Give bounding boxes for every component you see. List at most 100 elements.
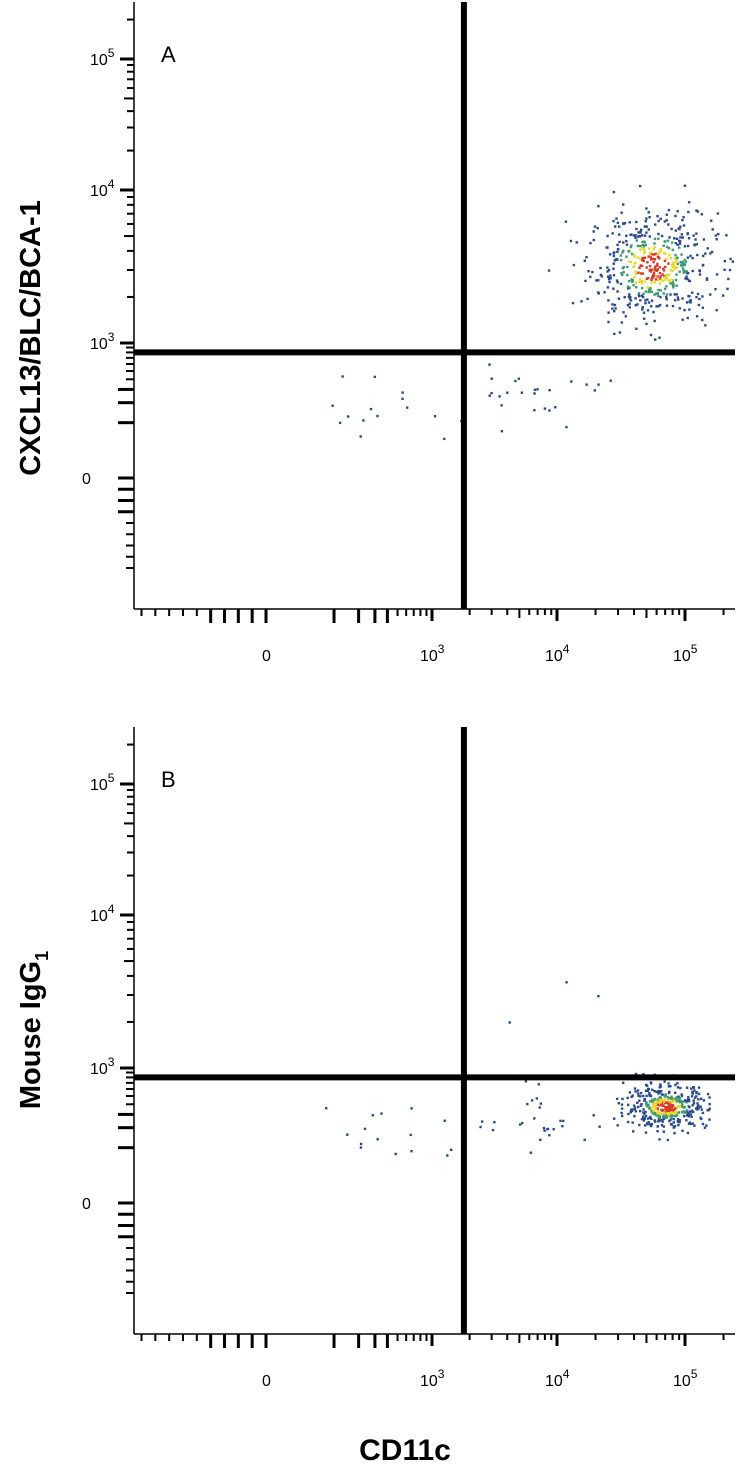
event-dot xyxy=(643,317,646,320)
event-dot xyxy=(698,297,701,301)
event-dot xyxy=(670,1116,673,1120)
event-dot xyxy=(646,1089,650,1092)
event-dot xyxy=(622,203,625,206)
event-dot xyxy=(490,377,493,380)
event-dot xyxy=(642,292,645,295)
event-dot xyxy=(591,270,594,274)
event-dot xyxy=(652,1104,655,1107)
event-dot xyxy=(700,1108,703,1111)
event-dot xyxy=(626,1120,630,1124)
event-dot xyxy=(668,1100,671,1103)
event-dot xyxy=(619,254,622,257)
event-dot xyxy=(667,1085,671,1088)
event-dot xyxy=(642,1119,646,1122)
event-dot xyxy=(619,258,623,262)
event-dot xyxy=(674,266,678,269)
event-dot xyxy=(648,252,651,255)
event-dot xyxy=(380,1112,383,1115)
event-dot xyxy=(687,201,691,204)
event-dot xyxy=(665,245,669,249)
event-dot xyxy=(433,415,437,418)
event-dot xyxy=(729,257,732,261)
event-dot xyxy=(664,265,667,269)
event-dot xyxy=(674,1101,678,1104)
event-dot xyxy=(660,1093,664,1096)
event-dot xyxy=(675,273,678,276)
event-dot xyxy=(702,254,705,258)
event-dot xyxy=(611,303,614,306)
event-dot xyxy=(705,1124,708,1127)
event-dot xyxy=(696,292,700,296)
event-dot xyxy=(637,292,641,295)
event-dot xyxy=(643,234,647,237)
event-dot xyxy=(656,268,659,271)
event-dot xyxy=(587,270,590,273)
event-dot xyxy=(645,217,648,220)
event-dot xyxy=(632,1104,636,1107)
event-dot xyxy=(642,1073,645,1076)
event-dot xyxy=(655,292,658,295)
event-dot xyxy=(640,286,644,290)
event-dot xyxy=(626,273,629,277)
event-dot xyxy=(664,1114,668,1117)
event-dot xyxy=(644,1124,647,1127)
event-dot xyxy=(678,1098,681,1101)
event-dot xyxy=(632,283,635,287)
event-dot xyxy=(691,256,694,260)
event-dot xyxy=(660,278,664,282)
event-dot xyxy=(341,375,344,378)
event-dot xyxy=(693,1089,696,1092)
event-dot xyxy=(634,1090,637,1093)
event-dot xyxy=(371,1114,374,1117)
event-dot xyxy=(664,1106,668,1109)
event-dot xyxy=(710,219,713,222)
event-dot xyxy=(650,305,653,308)
event-dot xyxy=(687,210,690,214)
event-dot xyxy=(443,437,446,441)
event-dot xyxy=(673,1111,677,1114)
event-dot xyxy=(663,1080,666,1083)
event-dot xyxy=(554,406,557,409)
event-dot xyxy=(633,265,636,268)
event-dot xyxy=(631,252,634,256)
event-dot xyxy=(655,1101,658,1104)
event-dot xyxy=(621,251,624,254)
event-dot xyxy=(658,1138,661,1141)
event-dot xyxy=(709,293,712,296)
event-dot xyxy=(689,1113,692,1116)
event-dot xyxy=(643,245,646,248)
event-dot xyxy=(658,336,661,339)
event-dot xyxy=(654,338,657,341)
event-dot xyxy=(641,258,644,261)
event-dot xyxy=(636,1089,640,1092)
events-a xyxy=(331,184,734,441)
event-dot xyxy=(643,280,647,283)
event-dot xyxy=(673,299,677,302)
event-dot xyxy=(526,1102,529,1106)
event-dot xyxy=(597,383,600,386)
event-dot xyxy=(681,267,685,270)
event-dot xyxy=(615,217,618,220)
event-dot xyxy=(529,1151,532,1154)
event-dot xyxy=(686,277,689,281)
event-dot xyxy=(723,268,726,271)
event-dot xyxy=(694,1096,697,1099)
event-dot xyxy=(672,1114,675,1118)
event-dot xyxy=(683,1106,686,1109)
event-dot xyxy=(480,1120,484,1123)
event-dot xyxy=(645,277,648,280)
event-dot xyxy=(675,284,678,287)
event-dot xyxy=(650,1106,653,1109)
event-dot xyxy=(616,250,619,254)
event-dot xyxy=(648,1092,651,1095)
event-dot xyxy=(640,264,644,268)
event-dot xyxy=(589,275,592,279)
event-dot xyxy=(698,273,702,276)
event-dot xyxy=(614,307,617,310)
event-dot xyxy=(628,306,631,309)
event-dot xyxy=(584,279,587,283)
event-dot xyxy=(585,383,588,386)
event-dot xyxy=(652,310,655,314)
event-dot xyxy=(539,1138,542,1141)
